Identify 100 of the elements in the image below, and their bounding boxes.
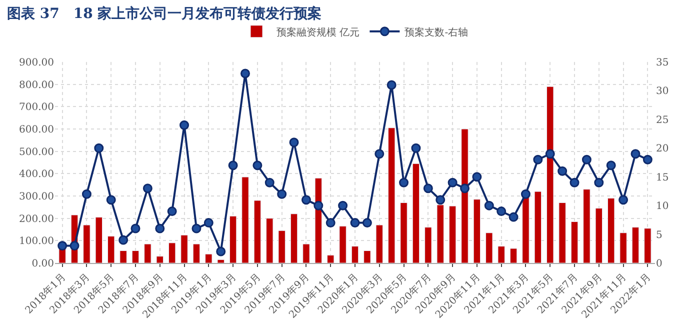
point [167, 206, 177, 216]
bar [107, 236, 115, 263]
bar [412, 163, 420, 263]
y-tick-label: 500.00 [19, 146, 54, 158]
point [289, 138, 299, 148]
point [472, 172, 482, 182]
point [508, 212, 518, 222]
bar [436, 204, 444, 263]
point [448, 178, 458, 188]
bar [461, 128, 468, 263]
bar [266, 218, 274, 263]
point [58, 241, 68, 251]
point [558, 166, 568, 176]
y-tick-label: 0.00 [32, 258, 54, 270]
y-tick-label: 400.00 [19, 169, 54, 180]
point [252, 160, 262, 170]
bar [388, 128, 396, 263]
point [411, 143, 421, 153]
bar [229, 216, 237, 263]
point [192, 224, 202, 234]
point [618, 195, 628, 205]
point [484, 200, 494, 210]
point [630, 149, 640, 159]
point [362, 218, 372, 228]
bar [83, 224, 90, 263]
point [606, 160, 616, 170]
bar [327, 254, 334, 263]
point [594, 178, 604, 188]
bar [424, 227, 432, 263]
point [70, 241, 80, 251]
y2-tick-label: 30 [656, 86, 669, 98]
bar [120, 250, 127, 263]
point [496, 206, 506, 216]
y2-tick-label: 15 [656, 172, 669, 184]
bar [180, 234, 188, 263]
bar [522, 196, 530, 263]
y2-tick-label: 5 [656, 230, 662, 241]
y-tick-label: 800.00 [19, 80, 54, 91]
bar [351, 246, 359, 263]
point [180, 120, 190, 130]
bar [192, 244, 200, 263]
point [350, 218, 360, 228]
bar [339, 226, 346, 263]
point [94, 143, 104, 153]
bar [217, 259, 224, 263]
point [399, 178, 409, 188]
y-tick-label: 200.00 [19, 214, 54, 225]
bar [290, 214, 298, 263]
bar [302, 244, 310, 263]
bar [486, 232, 493, 263]
bar [168, 242, 176, 263]
point [204, 218, 214, 228]
y2-tick-label: 25 [656, 114, 669, 126]
y-tick-label: 700.00 [19, 102, 54, 114]
bar [144, 244, 152, 263]
bar [498, 246, 505, 263]
bar [473, 199, 481, 263]
point [130, 224, 140, 234]
bar [254, 200, 262, 263]
bar [156, 256, 164, 263]
bar [448, 206, 456, 263]
point [240, 68, 250, 78]
bar [278, 230, 286, 263]
point [520, 189, 530, 199]
point [460, 184, 470, 194]
bar [95, 216, 103, 263]
point [142, 184, 152, 194]
y2-tick-label: 0 [656, 258, 662, 270]
y2-tick-label: 20 [656, 144, 669, 155]
chart-title: 图表 37 18 家上市公司一月发布可转债发行预案 [7, 5, 322, 22]
bar [132, 250, 140, 263]
point [386, 80, 396, 90]
legend-label: 预案融资规模 亿元 [276, 26, 360, 38]
bar [546, 86, 554, 263]
bar [364, 250, 371, 263]
point [642, 154, 652, 164]
y-tick-label: 900.00 [19, 58, 54, 68]
bar [607, 198, 615, 263]
y-tick-label: 600.00 [19, 124, 54, 136]
bar [376, 224, 383, 263]
point [82, 189, 92, 199]
bar [595, 208, 603, 263]
point [228, 160, 238, 170]
point [533, 154, 543, 164]
y2-tick-label: 35 [656, 58, 669, 68]
bar [570, 221, 578, 263]
bar [644, 228, 652, 263]
bar [583, 189, 590, 263]
point [301, 195, 311, 205]
bar [620, 232, 627, 263]
point [155, 224, 165, 234]
bar [242, 176, 249, 263]
point [338, 200, 348, 210]
point [216, 246, 226, 256]
point [545, 149, 555, 159]
point [106, 195, 116, 205]
point [436, 195, 446, 205]
y-tick-label: 300.00 [19, 192, 54, 202]
point [582, 154, 592, 164]
bar [558, 202, 566, 263]
